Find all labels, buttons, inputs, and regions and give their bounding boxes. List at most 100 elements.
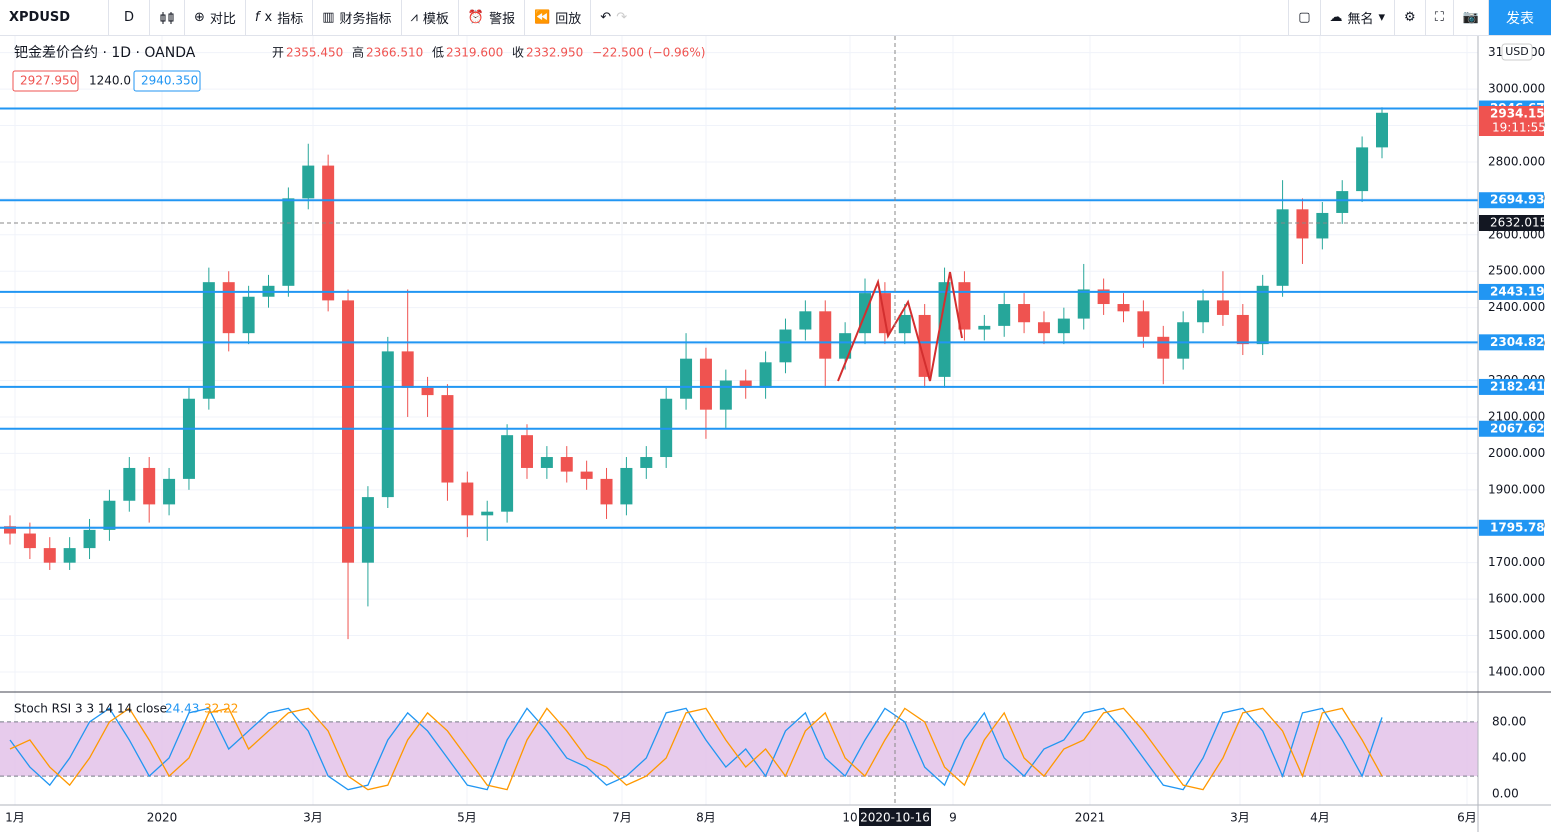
stoch-line <box>9 707 1383 791</box>
symbol[interactable]: XPDUSD <box>0 0 109 35</box>
candle-body <box>938 282 951 377</box>
level-label: 2443.197 <box>1490 284 1551 298</box>
candle-body <box>978 325 991 330</box>
alert-text: 警报 <box>489 12 516 27</box>
level-tag <box>1479 192 1544 209</box>
buy-box <box>133 70 201 92</box>
stoch-band <box>0 721 1478 777</box>
candle-body <box>739 380 752 388</box>
candle-body <box>282 198 295 286</box>
templates-text: 模板 <box>422 12 449 27</box>
stoch-tick-label: 40.00 <box>1492 751 1526 765</box>
x-tick-label: 2020 <box>147 811 178 825</box>
candle-body <box>1336 191 1349 213</box>
candle-body <box>302 165 315 199</box>
x-tick-label: 1月 <box>5 811 25 825</box>
y-tick-label: 2800.000 <box>1488 154 1545 168</box>
candle-body <box>1256 285 1269 345</box>
fullscreen[interactable]: ⛶ <box>1426 0 1454 35</box>
y-tick-label: 1700.000 <box>1488 555 1545 569</box>
candle-body <box>560 457 573 472</box>
level-tag <box>1479 519 1544 536</box>
legend-low: 2319.600 <box>446 46 503 60</box>
level-tag <box>1479 378 1544 395</box>
spread: 1240.0 <box>89 74 131 88</box>
candle-body <box>1077 289 1090 319</box>
interval[interactable]: D <box>109 0 150 35</box>
x-tick-label: 4月 <box>1310 811 1330 825</box>
candle-body <box>202 282 215 399</box>
candle-body <box>43 548 56 563</box>
candle-body <box>680 358 693 399</box>
chart: 1400.0001500.0001600.0001700.0001800.000… <box>0 36 1551 832</box>
y-tick-label: 1900.000 <box>1488 482 1545 496</box>
candle-body <box>1177 322 1190 359</box>
stoch-line <box>9 707 1383 791</box>
stoch-title: Stoch RSI 3 3 14 14 close <box>14 702 167 716</box>
candle-body <box>401 351 414 388</box>
candle-body <box>242 296 255 334</box>
candle-body <box>342 300 355 563</box>
x-tick-label: 5月 <box>457 811 477 825</box>
compare[interactable]: ⊕ 对比 <box>185 0 246 35</box>
legend-open-label: 开 <box>272 46 284 60</box>
y-tick-label: 1600.000 <box>1488 592 1545 606</box>
layout-name[interactable]: ☁ 無名 ▾ <box>1321 0 1396 35</box>
x-tick-label: 3月 <box>1230 811 1250 825</box>
level-label: 2182.413 <box>1490 379 1551 393</box>
alert[interactable]: ⏰ 警报 <box>459 0 526 35</box>
y-tick-label: 2100.000 <box>1488 409 1545 423</box>
y-tick-label: 2400.000 <box>1488 300 1545 314</box>
replay-text: 回放 <box>555 12 582 27</box>
candle-body <box>958 282 971 330</box>
candle-body <box>719 380 732 410</box>
legend-change: −22.500 (−0.96%) <box>592 46 705 60</box>
y-tick-label: 3000.000 <box>1488 82 1545 96</box>
last-price: 2934.150 <box>1490 107 1551 121</box>
candle-body <box>361 497 374 563</box>
candle-body <box>1137 311 1150 337</box>
level-label: 2067.627 <box>1490 421 1551 435</box>
candle-body <box>123 467 136 501</box>
level-label: 2304.823 <box>1490 335 1551 349</box>
legend-open: 2355.450 <box>286 46 343 60</box>
candle-body <box>222 282 235 334</box>
replay[interactable]: ⏪ 回放 <box>525 0 592 35</box>
publish[interactable]: 发表 <box>1489 0 1551 35</box>
snapshot[interactable]: 📷 <box>1454 0 1489 35</box>
candle-body <box>143 467 156 505</box>
sell-box <box>12 70 79 92</box>
x-tick-label: 6月 <box>1457 811 1477 825</box>
candle-body <box>620 467 633 505</box>
candle-body <box>103 500 116 530</box>
candle-body <box>1316 212 1329 239</box>
undo[interactable]: ↶ ↷ <box>600 10 628 25</box>
sell: 2927.950 <box>20 74 77 88</box>
countdown: 19:11:55 <box>1492 121 1546 135</box>
x-tick-label: 2021 <box>1075 811 1106 825</box>
candle-body <box>1236 314 1249 345</box>
level-label: 1795.786 <box>1490 520 1551 534</box>
candle-body <box>4 526 16 534</box>
buy: 2940.350 <box>141 74 198 88</box>
candle-body <box>441 395 454 483</box>
y-tick-label: 2500.000 <box>1488 264 1545 278</box>
settings[interactable]: ⚙ <box>1395 0 1426 35</box>
y-tick-label: 1500.000 <box>1488 628 1545 642</box>
candle-body <box>63 548 76 563</box>
candle-body <box>520 435 533 468</box>
financials[interactable]: ▥ 财务指标 <box>313 0 402 35</box>
candle-body <box>640 457 653 468</box>
templates[interactable]: ⩘ 模板 <box>402 0 459 35</box>
candle-body <box>839 333 852 359</box>
y-tick-label: 1400.000 <box>1488 664 1545 678</box>
layout-toggle[interactable]: ▢ <box>1288 0 1321 35</box>
candle-body <box>918 314 931 377</box>
candle-body <box>23 533 36 549</box>
candle-body <box>381 351 394 498</box>
candle-body <box>580 471 593 479</box>
chart-style[interactable] <box>150 0 185 35</box>
